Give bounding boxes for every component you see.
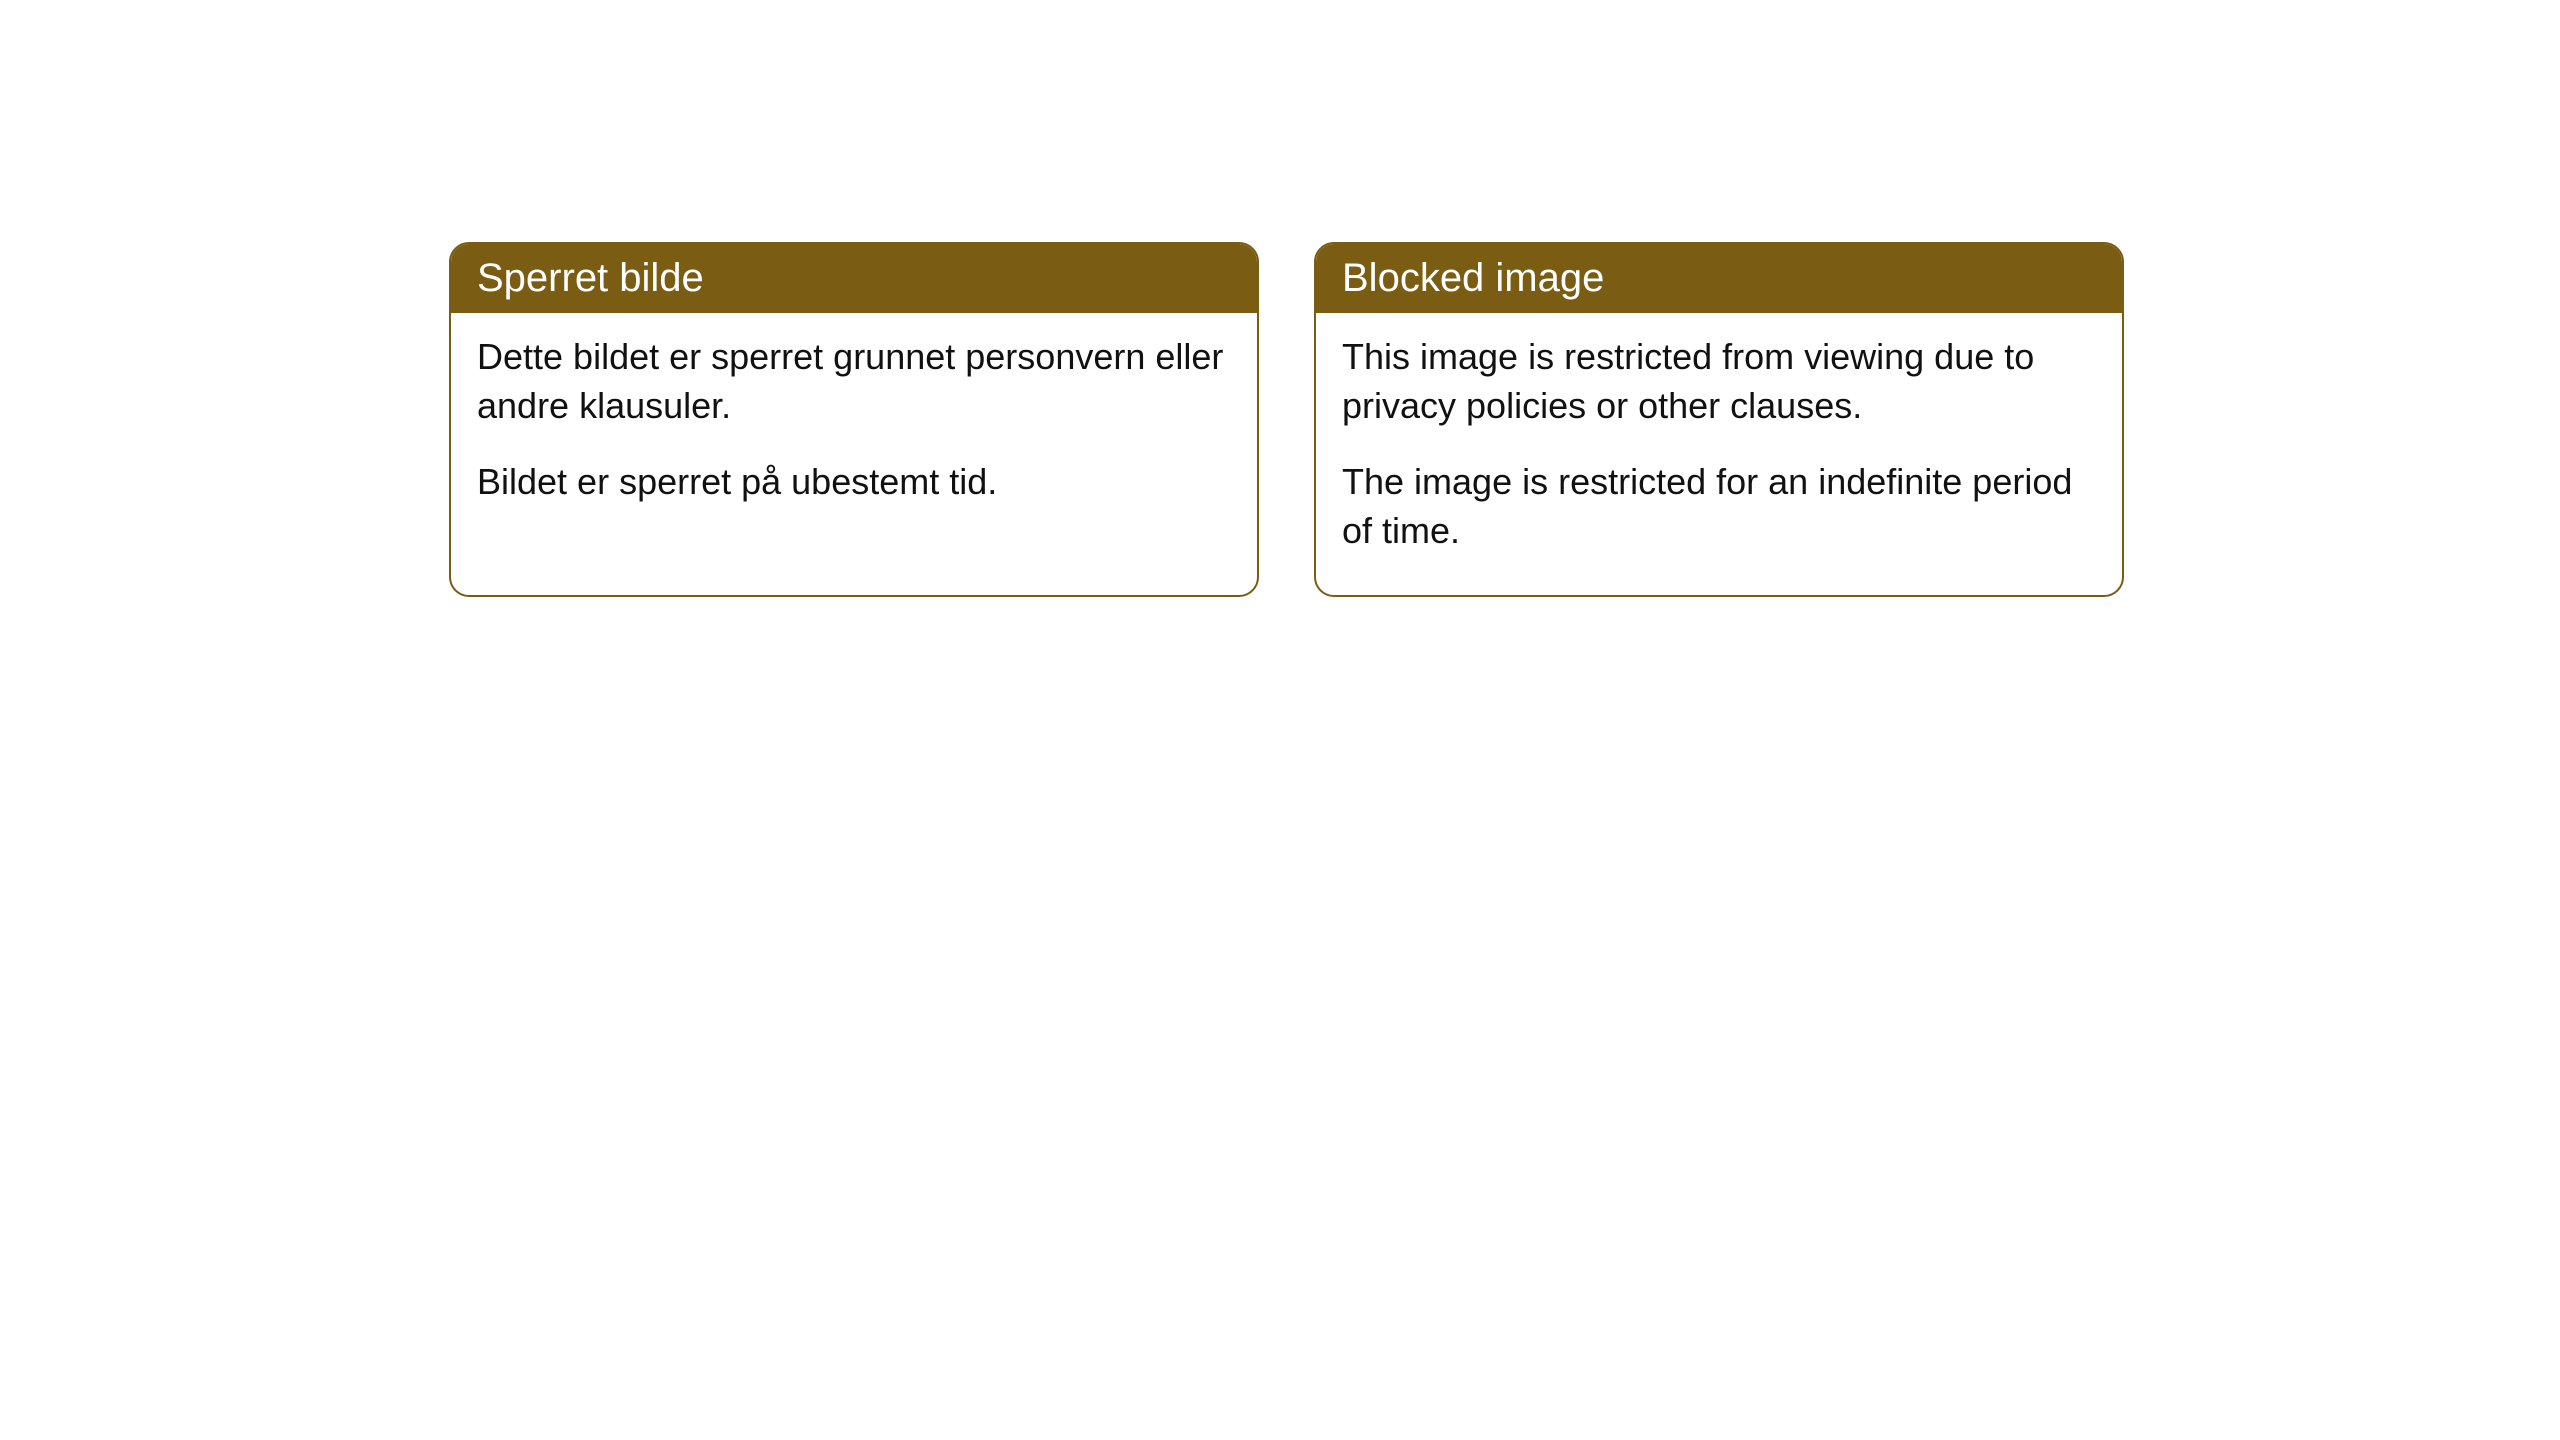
panel-title-norwegian: Sperret bilde — [451, 244, 1257, 313]
panels-container: Sperret bilde Dette bildet er sperret gr… — [449, 242, 2124, 597]
panel-text-line2-norwegian: Bildet er sperret på ubestemt tid. — [477, 458, 1231, 507]
panel-body-norwegian: Dette bildet er sperret grunnet personve… — [451, 313, 1257, 547]
panel-title-english: Blocked image — [1316, 244, 2122, 313]
panel-norwegian: Sperret bilde Dette bildet er sperret gr… — [449, 242, 1259, 597]
panel-text-line1-norwegian: Dette bildet er sperret grunnet personve… — [477, 333, 1231, 430]
panel-text-line1-english: This image is restricted from viewing du… — [1342, 333, 2096, 430]
panel-body-english: This image is restricted from viewing du… — [1316, 313, 2122, 595]
panel-english: Blocked image This image is restricted f… — [1314, 242, 2124, 597]
panel-text-line2-english: The image is restricted for an indefinit… — [1342, 458, 2096, 555]
